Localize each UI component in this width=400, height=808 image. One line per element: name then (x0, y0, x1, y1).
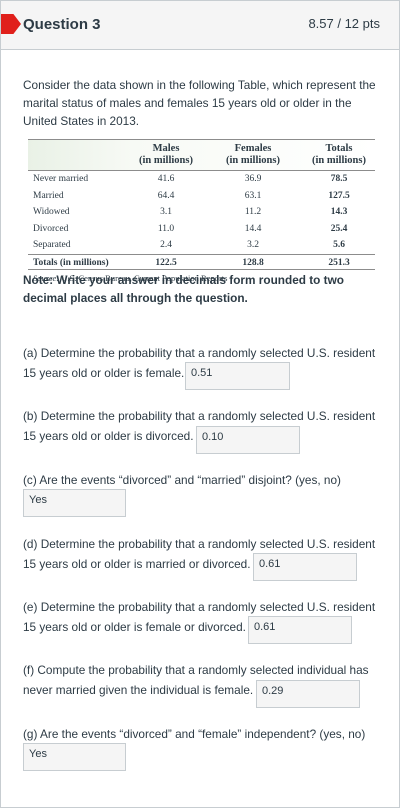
part-d-text: (d) Determine the probability that a ran… (23, 537, 376, 571)
cell-males: 2.4 (160, 240, 172, 250)
table-totals-row: Totals (in millions) 122.5 128.8 251.3 (28, 253, 375, 270)
cell-total: 78.5 (330, 174, 348, 184)
part-c-answer-field[interactable]: Yes (23, 489, 126, 517)
totals-females: 128.8 (242, 257, 264, 268)
header-totals-line1: Totals (325, 143, 353, 154)
row-label: Divorced (33, 223, 69, 234)
part-c-text: (c) Are the events “divorced” and “marri… (23, 473, 341, 487)
cell-females: 63.1 (244, 190, 262, 201)
table-row: Separated 2.4 3.2 5.6 (28, 237, 375, 254)
cell-total: 5.6 (333, 240, 345, 250)
header-females-line2: (in millions) (226, 155, 280, 166)
incorrect-marker-icon (1, 14, 21, 34)
header-totals: Totals (in millions) (306, 143, 372, 167)
header-females-line1: Females (234, 143, 272, 154)
cell-males: 11.0 (157, 223, 175, 234)
part-d-answer-field[interactable]: 0.61 (253, 553, 357, 581)
part-a-answer-field[interactable]: 0.51 (185, 362, 290, 390)
part-f-answer-field[interactable]: 0.29 (256, 680, 360, 708)
cell-males: 41.6 (157, 174, 175, 184)
cell-females: 14.4 (244, 223, 262, 234)
header-males: Males (in millions) (136, 143, 196, 167)
table-header: Males (in millions) Females (in millions… (28, 139, 375, 171)
cell-total: 127.5 (328, 190, 350, 201)
table-row: Married 64.4 63.1 127.5 (28, 188, 375, 205)
cell-females: 11.2 (244, 207, 262, 217)
part-a-text: (a) Determine the probability that a ran… (23, 346, 376, 380)
question-header: Question 3 8.57 / 12 pts (1, 1, 399, 50)
header-females: Females (in millions) (218, 143, 288, 167)
row-label: Never married (33, 174, 89, 184)
row-label: Married (33, 190, 64, 201)
question-title: Question 3 (23, 16, 101, 33)
cell-total: 14.3 (330, 207, 348, 217)
totals-label: Totals (in millions) (33, 257, 109, 268)
totals-total: 251.3 (328, 257, 350, 268)
cell-females: 3.2 (247, 240, 259, 250)
header-males-line1: Males (152, 143, 180, 154)
source-label: Source: (33, 273, 60, 283)
row-label: Separated (33, 240, 71, 250)
table-row: Divorced 11.0 14.4 25.4 (28, 221, 375, 238)
marital-status-table: Males (in millions) Females (in millions… (28, 139, 375, 283)
row-label: Widowed (33, 207, 70, 217)
cell-total: 25.4 (330, 223, 348, 234)
part-e-answer-field[interactable]: 0.61 (248, 616, 352, 644)
cell-females: 36.9 (244, 174, 262, 184)
question-intro: Consider the data shown in the following… (23, 78, 376, 128)
table-row: Widowed 3.1 11.2 14.3 (28, 204, 375, 221)
header-males-line2: (in millions) (139, 155, 193, 166)
part-f-text: (f) Compute the probability that a rando… (23, 663, 369, 697)
source-text: U.S. Census Bureau, Current Population R… (61, 273, 228, 283)
question-points: 8.57 / 12 pts (308, 16, 380, 31)
instruction-note: Note: Write your answer in decimals form… (23, 273, 344, 305)
part-g-text: (g) Are the events “divorced” and “femal… (23, 727, 366, 741)
part-g-answer-field[interactable]: Yes (23, 743, 126, 771)
cell-males: 3.1 (160, 207, 172, 217)
totals-males: 122.5 (155, 257, 177, 268)
part-b-text: (b) Determine the probability that a ran… (23, 409, 376, 443)
table-source: Source: U.S. Census Bureau, Current Popu… (33, 273, 375, 283)
table-row: Never married 41.6 36.9 78.5 (28, 171, 375, 188)
header-totals-line2: (in millions) (312, 155, 366, 166)
part-e-text: (e) Determine the probability that a ran… (23, 600, 376, 634)
cell-males: 64.4 (157, 190, 175, 201)
part-b-answer-field[interactable]: 0.10 (196, 426, 300, 454)
